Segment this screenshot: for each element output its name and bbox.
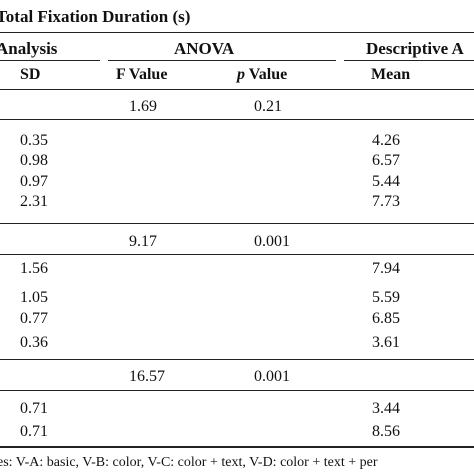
header-bottom-rule [0, 89, 474, 90]
group-rule [0, 254, 474, 255]
sd-cell: 0.36 [20, 334, 48, 351]
mean-cell: 3.61 [372, 334, 400, 351]
group-title: Total Fixation Duration (s) [0, 7, 191, 26]
mean-cell: 8.56 [372, 423, 400, 440]
mean-cell: 6.57 [372, 152, 400, 169]
mean-cell: 7.73 [372, 193, 400, 210]
group-rule [0, 390, 474, 391]
p-value-cell: 0.21 [254, 98, 282, 115]
col-p-value: p Value [237, 66, 287, 84]
mean-cell: 7.94 [372, 260, 400, 277]
descriptive-rule [344, 60, 474, 61]
col-f-value: F Value [116, 66, 168, 83]
descriptive-header: Descriptive A [366, 39, 464, 58]
table-bottom-rule [0, 446, 474, 448]
analysis-header: Analysis [0, 39, 58, 58]
sd-cell: 0.77 [20, 310, 48, 327]
footnote: es: V-A: basic, V-B: color, V-C: color +… [0, 455, 378, 470]
f-value-cell: 9.17 [129, 233, 157, 250]
sd-cell: 0.35 [20, 132, 48, 149]
analysis-rule [0, 60, 100, 61]
mean-cell: 5.59 [372, 289, 400, 306]
col-p-italic: p [237, 66, 245, 83]
group-title-rule [0, 32, 474, 33]
sd-cell: 0.71 [20, 400, 48, 417]
col-p-rest: Value [245, 66, 288, 83]
sd-cell: 1.56 [20, 260, 48, 277]
p-value-cell: 0.001 [254, 368, 290, 385]
mean-cell: 3.44 [372, 400, 400, 417]
anova-header: ANOVA [174, 39, 235, 58]
mean-cell: 4.26 [372, 132, 400, 149]
anova-rule [108, 60, 336, 61]
mean-cell: 5.44 [372, 173, 400, 190]
sd-cell: 0.71 [20, 423, 48, 440]
group-rule [0, 359, 474, 360]
col-sd: SD [20, 66, 41, 83]
f-value-cell: 16.57 [129, 368, 165, 385]
group-rule [0, 223, 474, 224]
p-value-cell: 0.001 [254, 233, 290, 250]
sd-cell: 1.05 [20, 289, 48, 306]
col-mean: Mean [371, 66, 411, 83]
sd-cell: 0.98 [20, 152, 48, 169]
sd-cell: 0.97 [20, 173, 48, 190]
f-value-cell: 1.69 [129, 98, 157, 115]
group-rule [0, 119, 474, 120]
sd-cell: 2.31 [20, 193, 48, 210]
mean-cell: 6.85 [372, 310, 400, 327]
